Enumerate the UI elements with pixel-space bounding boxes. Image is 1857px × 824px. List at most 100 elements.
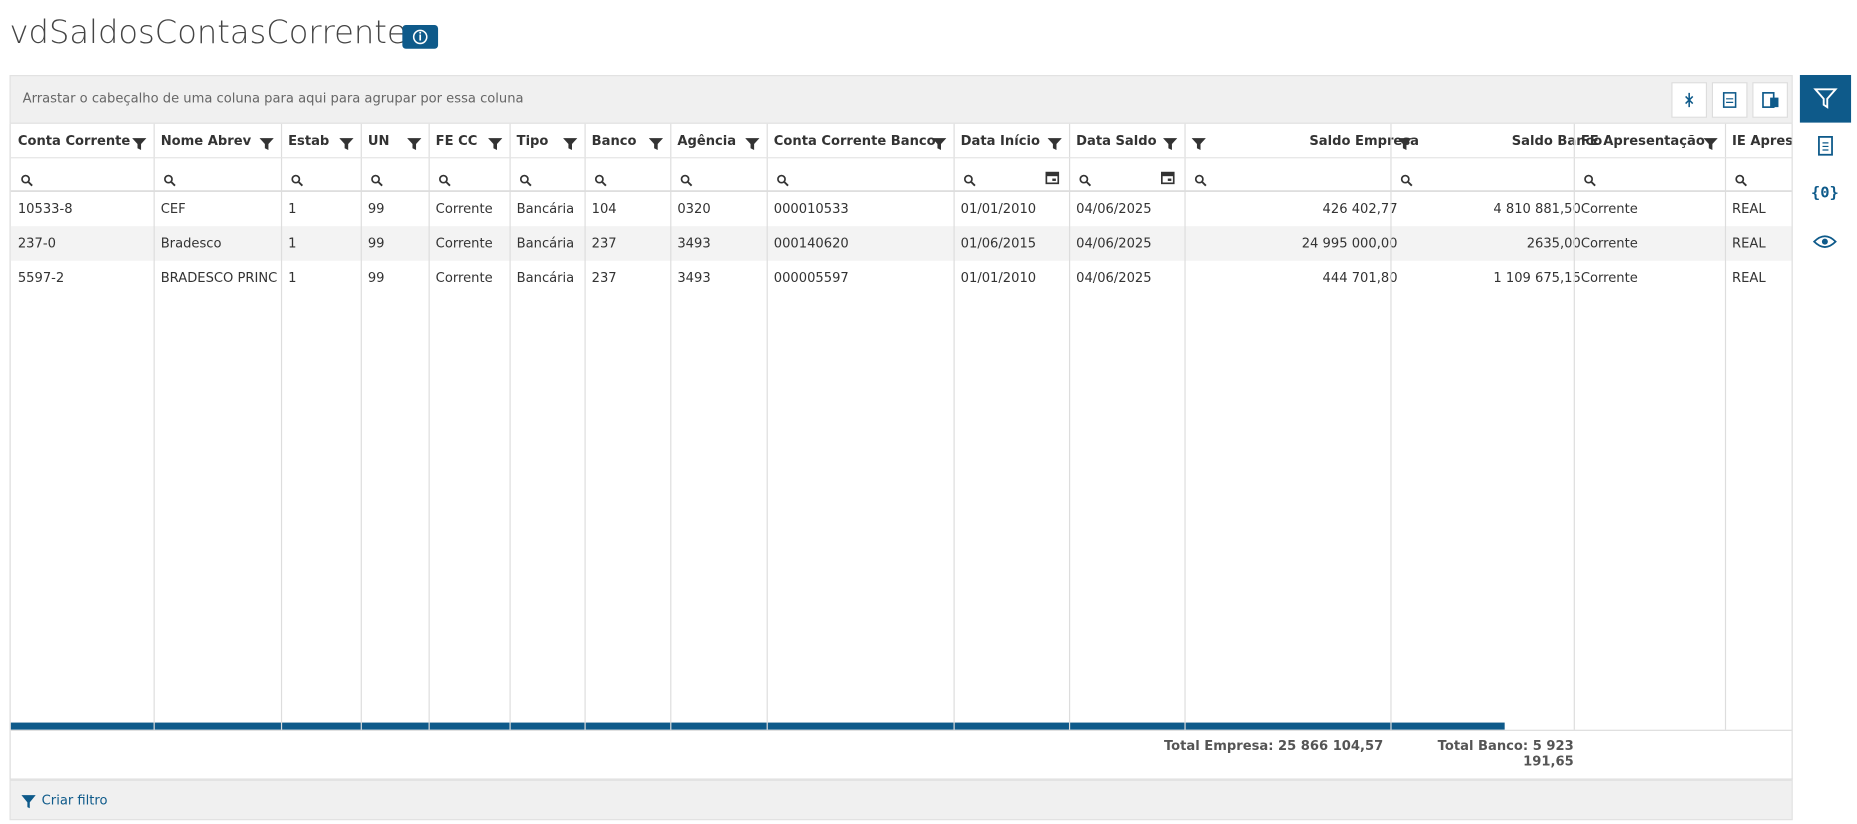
column-header[interactable]: FE CC [435, 133, 478, 149]
group-panel: Arrastar o cabeçalho de uma coluna para … [9, 74, 1793, 124]
cell: 5597-2 [17, 270, 65, 286]
filter-row-line [1390, 157, 1574, 159]
filter-search-icon[interactable] [163, 169, 176, 192]
cell: 426 402,77 [1322, 201, 1398, 217]
filter-row-line [953, 157, 1069, 159]
column-header[interactable]: UN [367, 133, 390, 149]
filter-search-icon[interactable] [1734, 169, 1747, 192]
filter-search-icon[interactable] [370, 169, 383, 192]
filter-row-line [1573, 157, 1725, 159]
column-header[interactable]: Conta Corrente Banco [773, 133, 936, 149]
column-header[interactable]: Data Início [960, 133, 1040, 149]
column-filter-icon[interactable] [563, 133, 578, 156]
column-header[interactable]: Conta Corrente [17, 133, 131, 149]
column-filter-icon[interactable] [1703, 133, 1718, 156]
column-filter-icon[interactable] [132, 133, 147, 156]
filter-row-line [280, 157, 361, 159]
cell: REAL [1732, 270, 1766, 286]
filter-search-icon[interactable] [438, 169, 451, 192]
column-filter-icon[interactable] [1191, 133, 1206, 156]
filter-search-icon[interactable] [1194, 169, 1207, 192]
column-header[interactable]: Banco [591, 133, 637, 149]
column-filter-icon[interactable] [259, 133, 274, 156]
filter-search-icon[interactable] [519, 169, 532, 192]
column-header[interactable]: Data Saldo [1076, 133, 1157, 149]
filter-search-icon[interactable] [594, 169, 607, 192]
column-divider [1573, 123, 1575, 730]
cell: 99 [367, 201, 385, 217]
column-filter-icon[interactable] [1047, 133, 1062, 156]
column-filter-icon[interactable] [745, 133, 760, 156]
column-filter-icon[interactable] [488, 133, 503, 156]
column-divider [584, 123, 586, 730]
filter-row-line [509, 157, 585, 159]
footer-sep [10, 729, 1792, 731]
column-header[interactable]: Saldo Banco [1511, 133, 1603, 149]
sidebar-filter[interactable] [1799, 74, 1852, 123]
date-picker-icon[interactable] [1045, 167, 1060, 190]
column-filter-icon[interactable] [1163, 133, 1178, 156]
filter-search-icon[interactable] [680, 169, 693, 192]
column-filter-icon[interactable] [407, 133, 422, 156]
cell: 99 [367, 270, 385, 286]
column-divider [153, 123, 155, 730]
cell: 237-0 [17, 235, 56, 252]
filter-bar: Criar filtro [9, 779, 1793, 821]
filter-row-line [360, 157, 429, 159]
cell: 04/06/2025 [1076, 201, 1152, 217]
cell: 3493 [677, 235, 711, 252]
column-header[interactable]: IE Apresentação [1732, 133, 1793, 149]
column-divider [1724, 123, 1727, 730]
export-button[interactable] [1711, 82, 1748, 118]
filter-row-line [1184, 157, 1391, 159]
cell: 237 [591, 270, 617, 286]
cell: Bancária [516, 235, 575, 252]
column-filter-icon[interactable] [932, 133, 947, 156]
cell: 01/01/2010 [960, 270, 1037, 286]
filter-row-line [1068, 157, 1185, 159]
sidebar-icons[interactable]: {0} [1800, 129, 1851, 260]
group-hint: Arrastar o cabeçalho de uma coluna para … [22, 90, 524, 106]
cell: 1 [288, 235, 297, 252]
filter-search-icon[interactable] [1400, 169, 1413, 192]
header-bg [10, 124, 1792, 192]
filter-search-icon[interactable] [20, 169, 33, 192]
date-picker-icon[interactable] [1160, 167, 1175, 190]
cell: Corrente [435, 270, 493, 286]
column-header[interactable]: FE Apresentação [1580, 133, 1705, 149]
create-filter[interactable]: Criar filtro [41, 792, 108, 809]
total-banco: Total Banco: 5 923 191,65 [1437, 738, 1574, 769]
column-header[interactable]: Agência [677, 133, 737, 149]
column-header[interactable]: Tipo [516, 133, 549, 149]
filter-search-icon[interactable] [1583, 169, 1596, 192]
cell: 104 [591, 201, 617, 217]
cell: 237 [591, 235, 617, 252]
filter-search-icon[interactable] [1079, 169, 1092, 192]
column-divider [953, 123, 955, 730]
column-filter-icon[interactable] [1397, 133, 1412, 156]
cell: Corrente [435, 201, 493, 217]
cell: Bancária [516, 201, 575, 217]
column-filter-icon[interactable] [648, 133, 664, 156]
cell: 3493 [677, 270, 711, 286]
column-header[interactable]: Estab [288, 133, 330, 149]
filter-search-icon[interactable] [963, 169, 976, 192]
filter-search-icon[interactable] [776, 169, 789, 192]
cell: 24 995 000,00 [1301, 235, 1398, 252]
page-title: vdSaldosContasCorrentes [9, 14, 424, 52]
column-header[interactable]: Nome Abrev [160, 133, 252, 149]
expand-button[interactable] [1671, 82, 1708, 118]
column-divider [670, 123, 672, 730]
cell: Corrente [1580, 201, 1638, 217]
cell: CEF [160, 201, 186, 217]
column-filter-icon[interactable] [339, 133, 354, 156]
scrollbar[interactable] [10, 722, 1505, 730]
cell: 4 810 881,50 [1493, 201, 1581, 217]
cell: 1 109 675,15 [1493, 270, 1581, 286]
cell: 04/06/2025 [1076, 235, 1152, 252]
info-button[interactable] [402, 24, 439, 49]
filter-search-icon[interactable] [290, 169, 304, 192]
columns-button[interactable] [1752, 82, 1788, 118]
filter-row-line [428, 157, 510, 159]
